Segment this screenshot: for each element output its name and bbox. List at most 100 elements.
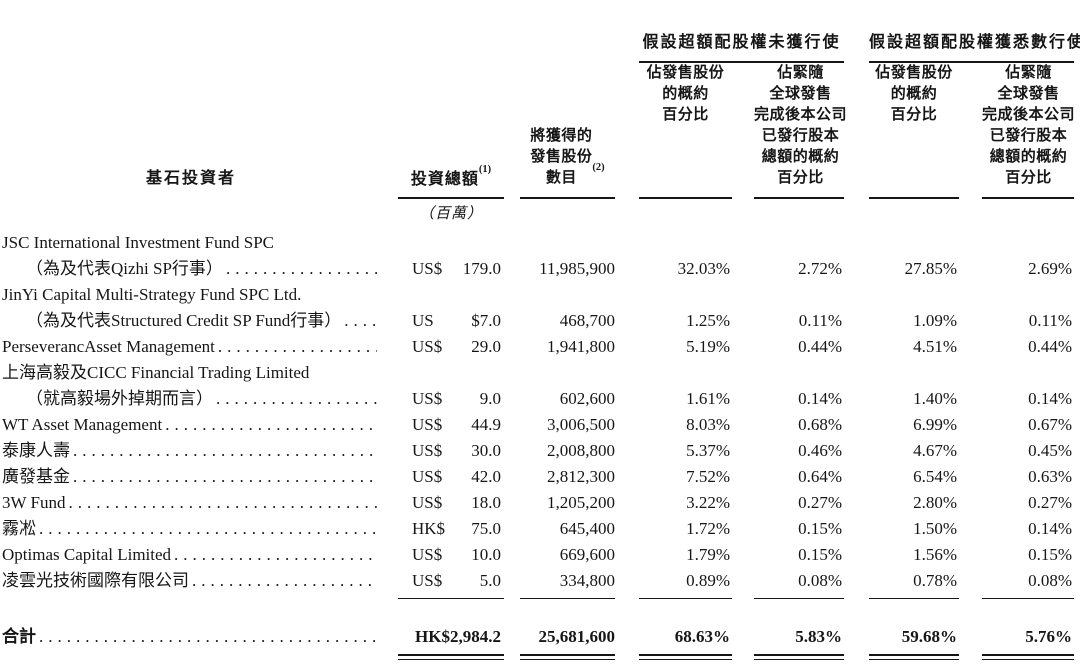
investment-amount: 179.0	[462, 259, 501, 278]
shares-cell: 645,400	[559, 519, 615, 538]
col-header-pct-offer-label: 佔發售股份 的概約 百分比	[646, 65, 725, 123]
total-pct-capital-cell: 5.76%	[1025, 627, 1072, 646]
investment-amount-cell: US $7.0	[398, 308, 504, 334]
group-header-no-exercise: 假設超額配股權未獲行使 佔發售股份 的概約 百分比 佔緊隨 全球發售 完成後本公…	[639, 28, 848, 199]
investor-name-cell: 凌雲光技術國際有限公司	[2, 568, 380, 594]
investment-amount-cell: US$ 42.0	[398, 464, 504, 490]
pct-offer-cell: 8.03%	[686, 415, 730, 434]
col-header-pct-offer-shares: 佔發售股份 的概約 百分比	[639, 63, 732, 199]
pct-offer-cell: 1.61%	[686, 389, 730, 408]
investor-name-cell: JSC International Investment Fund SPC	[2, 230, 380, 256]
dot-leader	[174, 542, 377, 568]
investor-name-cell: Optimas Capital Limited	[2, 542, 380, 568]
investment-amount-cell: US$ 30.0	[398, 438, 504, 464]
pct-offer-cell: 6.54%	[913, 467, 957, 486]
investment-amount-cell: US$ 10.0	[398, 542, 504, 568]
pct-capital-cell: 2.72%	[798, 259, 842, 278]
total-pct-offer-cell: 68.63%	[674, 627, 730, 646]
col-header-shares: 將獲得的 發售股份 數目(2)	[520, 126, 615, 199]
pct-capital-cell: 0.44%	[798, 337, 842, 356]
dot-leader	[39, 624, 377, 650]
shares-cell: 1,205,200	[547, 493, 615, 512]
investor-name-cell: （為及代表Qizhi SP行事）	[2, 256, 380, 282]
investment-amount: 9.0	[479, 389, 501, 408]
currency-label: US$	[412, 389, 443, 408]
investment-amount: 5.0	[479, 571, 501, 590]
currency-label: US$	[412, 467, 443, 486]
column-rule	[2, 598, 1080, 599]
investment-amount-cell: US$ 179.0	[398, 256, 504, 282]
pct-capital-cell: 0.27%	[798, 493, 842, 512]
dot-leader	[165, 412, 377, 438]
investor-name-text: （為及代表Qizhi SP行事）	[26, 259, 223, 278]
pct-capital-cell: 0.68%	[798, 415, 842, 434]
col-header-investor: 基石投資者	[2, 164, 380, 199]
pct-offer-cell: 5.19%	[686, 337, 730, 356]
group-header-full-exercise-label: 假設超額配股權獲悉數行使	[869, 28, 1080, 63]
pct-capital-cell: 0.27%	[1028, 493, 1072, 512]
col-header-pct-capital-label: 佔緊隨 全球發售 完成後本公司 已發行股本 總額的概約 百分比	[754, 65, 848, 186]
shares-cell: 11,985,900	[539, 259, 615, 278]
shares-cell: 468,700	[559, 311, 615, 330]
pct-capital-cell: 0.11%	[798, 311, 842, 330]
group-header-full-exercise: 假設超額配股權獲悉數行使 佔發售股份 的概約 百分比 佔緊隨 全球發售 完成後本…	[869, 28, 1080, 199]
investor-name-text: PerseverancAsset Management	[2, 337, 215, 356]
dot-leader	[73, 438, 377, 464]
pct-capital-cell: 0.08%	[798, 571, 842, 590]
dot-leader	[344, 308, 377, 334]
table-row-name-line: JSC International Investment Fund SPC	[2, 230, 1080, 256]
dot-leader	[68, 490, 377, 516]
total-label: 合計	[2, 627, 36, 646]
investment-amount: 44.9	[471, 415, 501, 434]
investor-name-text: 廣發基金	[2, 467, 70, 486]
investment-amount: 30.0	[471, 441, 501, 460]
table-body: JSC International Investment Fund SPC （為及…	[2, 230, 1080, 594]
investment-amount: 75.0	[471, 519, 501, 538]
total-row: 合計 HK$2,984.2 25,681,600 68.63% 5.83% 59…	[2, 624, 1080, 650]
shares-cell: 334,800	[559, 571, 615, 590]
pct-offer-cell: 6.99%	[913, 415, 957, 434]
table-row-name-line: 上海高毅及CICC Financial Trading Limited	[2, 360, 1080, 386]
shares-cell: 602,600	[559, 389, 615, 408]
table-row: （就高毅場外掉期而言） US$ 9.0 602,600 1.61% 0.14% 1.40% 0…	[2, 386, 1080, 412]
investor-name-cell: 3W Fund	[2, 490, 380, 516]
table-row: （為及代表Qizhi SP行事） US$ 179.0 11,985,900 32.03%…	[2, 256, 1080, 282]
investor-name-text: （為及代表Structured Credit SP Fund行事）	[26, 311, 342, 330]
total-label-cell: 合計	[2, 624, 380, 650]
shares-cell: 669,600	[559, 545, 615, 564]
investor-name-cell: （就高毅場外掉期而言）	[2, 386, 380, 412]
investment-amount-cell: US$ 44.9	[398, 412, 504, 438]
investor-name-text: JSC International Investment Fund SPC	[2, 233, 274, 252]
shares-cell: 3,006,500	[547, 415, 615, 434]
pct-offer-cell: 7.52%	[686, 467, 730, 486]
footnote-marker-2: (2)	[592, 162, 605, 173]
pct-capital-cell: 0.15%	[798, 545, 842, 564]
group-header-no-exercise-label: 假設超額配股權未獲行使	[639, 28, 844, 63]
investor-name-text: 上海高毅及CICC Financial Trading Limited	[2, 363, 310, 382]
dot-leader	[73, 464, 377, 490]
dot-leader	[192, 568, 377, 594]
investor-name-cell: 上海高毅及CICC Financial Trading Limited	[2, 360, 380, 386]
pct-offer-cell: 1.56%	[913, 545, 957, 564]
investor-name-cell: 霧凇	[2, 516, 380, 542]
currency-label: US$	[412, 415, 443, 434]
shares-cell: 2,812,300	[547, 467, 615, 486]
pct-offer-cell: 2.80%	[913, 493, 957, 512]
total-pct-capital-cell: 5.83%	[795, 627, 842, 646]
investor-name-text: 3W Fund	[2, 493, 66, 512]
total-investment-value: HK$2,984.2	[415, 627, 501, 646]
pct-offer-cell: 0.78%	[913, 571, 957, 590]
pct-capital-cell: 0.45%	[1028, 441, 1072, 460]
investment-unit-note: （百萬）	[418, 206, 483, 222]
currency-label: US$	[412, 571, 443, 590]
investment-amount-cell: US$ 5.0	[398, 568, 504, 594]
pct-capital-cell: 0.14%	[798, 389, 842, 408]
investment-amount-cell: US$ 29.0	[398, 334, 504, 360]
col-header-investment-label: 投資總額	[410, 171, 479, 188]
col-header-pct-offer-label: 佔發售股份 的概約 百分比	[875, 65, 953, 123]
col-header-pct-issued-capital: 佔緊隨 全球發售 完成後本公司 已發行股本 總額的概約 百分比	[754, 63, 848, 199]
investor-name-cell: PerseverancAsset Management	[2, 334, 380, 360]
total-shares-cell: 25,681,600	[538, 627, 616, 646]
currency-label: US	[412, 311, 434, 330]
